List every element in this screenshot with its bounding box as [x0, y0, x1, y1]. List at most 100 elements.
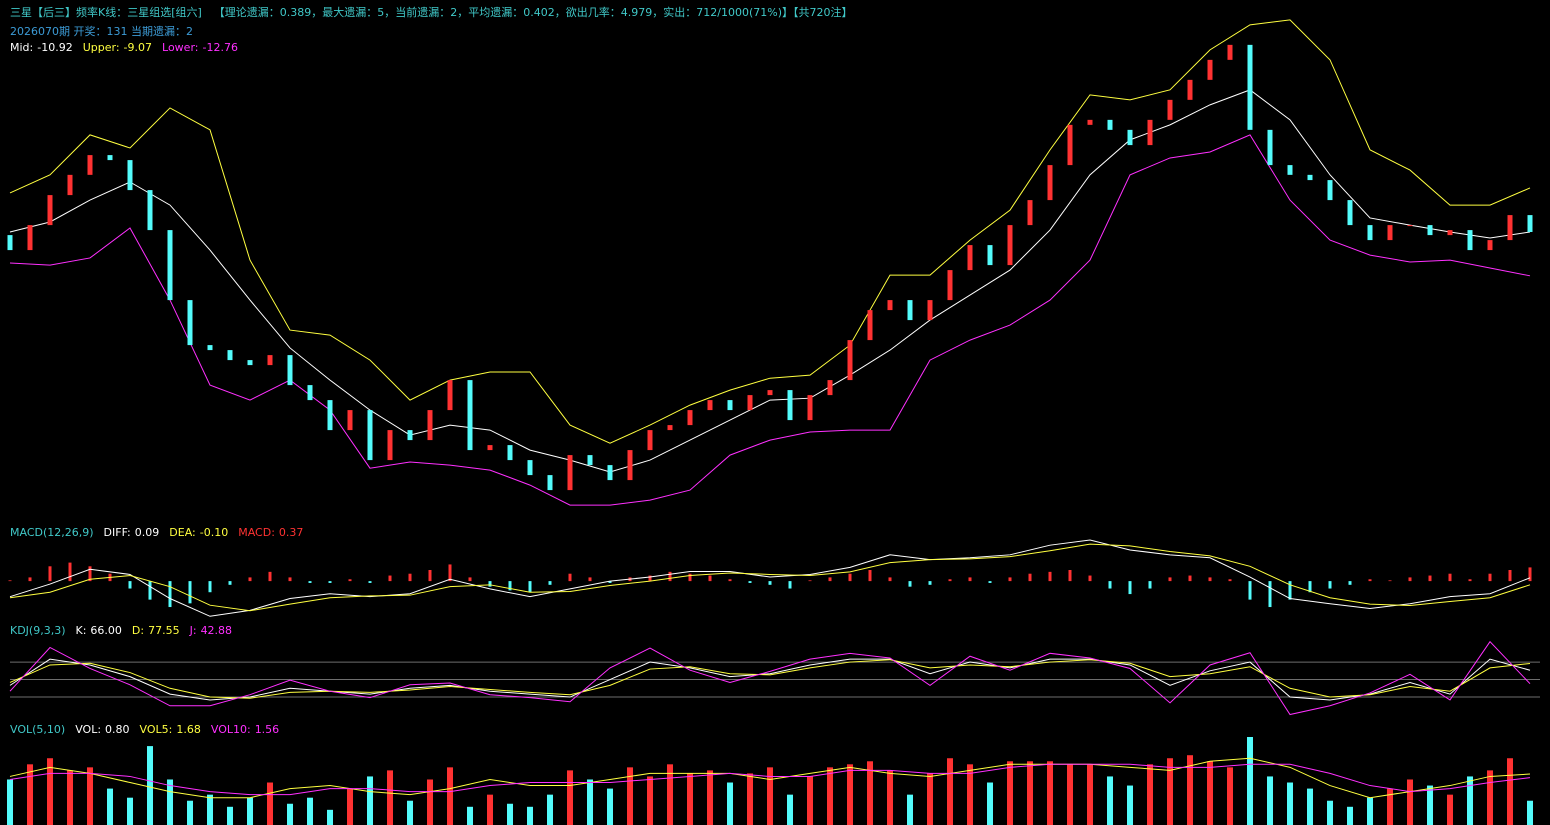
macd-bar [688, 573, 692, 582]
legend-label: J: [189, 624, 197, 637]
macd-bar [208, 581, 212, 593]
indicator-line [9, 19, 1531, 444]
candle [1327, 180, 1333, 201]
candle [227, 350, 233, 361]
candle [447, 380, 453, 411]
indicator-title: VOL(5,10) [10, 723, 65, 736]
volume-bar [987, 782, 993, 825]
macd-bar [1168, 577, 1172, 582]
volume-bar [187, 800, 193, 825]
volume-bar [467, 806, 473, 825]
volume-bar [307, 797, 313, 825]
candle [727, 400, 733, 411]
volume-bar [147, 746, 153, 825]
legend-value: 0.09 [135, 526, 160, 539]
issue-info: 2026070期 开奖：131 当期遗漏：2 [10, 24, 193, 38]
candle [567, 455, 573, 491]
candle [47, 195, 53, 226]
candle [1087, 119, 1093, 125]
volume-bar [607, 788, 613, 825]
candle [1027, 200, 1033, 226]
macd-bar [1048, 571, 1052, 582]
macd-bar [888, 577, 892, 582]
legend-value: -10.92 [37, 41, 72, 54]
volume-bar [1007, 761, 1013, 825]
candle [1007, 225, 1013, 266]
volume-bar [867, 761, 873, 825]
candle [387, 430, 393, 461]
volume-bar [1327, 800, 1333, 825]
macd-bar [528, 581, 532, 593]
indicator-line [9, 659, 1531, 699]
macd-bar [348, 579, 352, 582]
candle [1287, 165, 1293, 175]
volume-bar [1187, 755, 1193, 825]
macd-bar [1408, 577, 1412, 582]
volume-bar [387, 770, 393, 825]
macd-bar [88, 566, 92, 582]
candle [867, 310, 873, 341]
chart-subtitle: 【理论遗漏：0.389，最大遗漏：5，当前遗漏：2，平均遗漏：0.402，欲出几… [214, 5, 853, 19]
candle [367, 410, 373, 461]
volume-bar [327, 809, 333, 825]
macd-bar [728, 579, 732, 582]
legend-label: K: [76, 624, 87, 637]
volume-bar [1347, 806, 1353, 825]
volume-bar [1487, 770, 1493, 825]
volume-bar [1507, 758, 1513, 825]
macd-bar [648, 575, 652, 582]
macd-bar [1088, 575, 1092, 582]
candle [247, 360, 253, 366]
macd-bar [1268, 581, 1272, 608]
macd-bar [908, 581, 912, 587]
legend-label: VOL5: [140, 723, 173, 736]
volume-bar [47, 758, 53, 825]
candle [1467, 230, 1473, 251]
legend-label: DEA: [169, 526, 195, 539]
macd-bar [1148, 581, 1152, 589]
volume-bar [1227, 767, 1233, 825]
macd-bar [768, 581, 772, 585]
volume-bar [1207, 761, 1213, 825]
indicator-line [9, 763, 1531, 796]
candle [507, 445, 513, 461]
indicator-line [9, 658, 1531, 701]
volume-bar [367, 776, 373, 825]
macd-bar [608, 581, 612, 583]
macd-bar [1068, 570, 1072, 582]
macd-bar [788, 581, 792, 589]
macd-bar [488, 581, 492, 587]
indicator-line [9, 134, 1531, 506]
legend-value: 42.88 [201, 624, 233, 637]
legend-value: -0.10 [200, 526, 228, 539]
volume-bar [127, 797, 133, 825]
volume-bar [1027, 761, 1033, 825]
volume-bar [507, 803, 513, 825]
volume-bar [667, 764, 673, 825]
candle [907, 300, 913, 321]
macd-bar [508, 581, 512, 591]
volume-bar [1527, 800, 1533, 825]
volume-bar [67, 770, 73, 825]
volume-bar [1167, 758, 1173, 825]
macd-bar [408, 573, 412, 582]
candle [107, 155, 113, 161]
macd-bar [708, 575, 712, 582]
legend-value: 1.68 [176, 723, 201, 736]
macd-bar [548, 581, 552, 585]
candle [1527, 215, 1533, 232]
legend-value: 77.55 [148, 624, 180, 637]
volume-bar [287, 803, 293, 825]
macd-bar [1208, 577, 1212, 582]
legend-value: 66.00 [90, 624, 122, 637]
volume-bar [687, 773, 693, 825]
candle [887, 300, 893, 311]
volume-bar [1107, 776, 1113, 825]
candle [67, 174, 73, 196]
volume-bar [1387, 788, 1393, 825]
volume-bar [167, 779, 173, 825]
candle [327, 400, 333, 431]
candle [687, 410, 693, 426]
volume-bar [447, 767, 453, 825]
